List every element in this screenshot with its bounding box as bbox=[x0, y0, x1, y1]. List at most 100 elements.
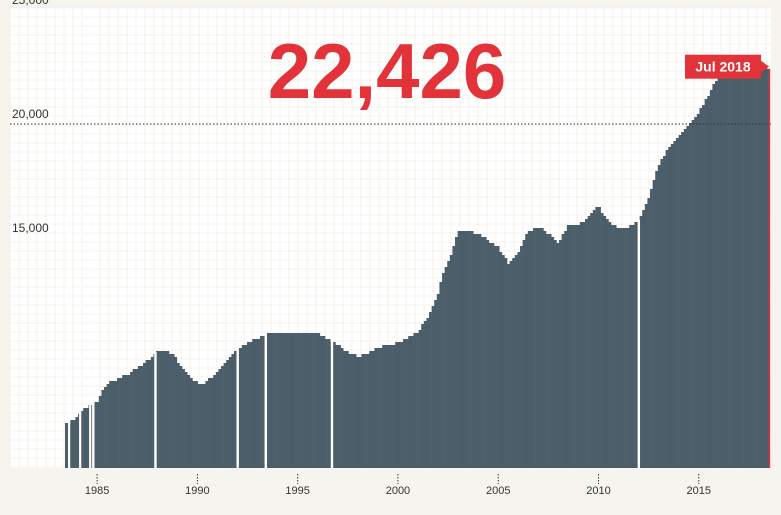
bar bbox=[405, 339, 409, 468]
bar bbox=[551, 237, 555, 468]
bar bbox=[218, 369, 222, 468]
bar bbox=[296, 333, 300, 468]
bar bbox=[189, 378, 193, 468]
bar bbox=[98, 396, 102, 468]
bar bbox=[426, 318, 430, 468]
bar bbox=[429, 312, 432, 468]
bar bbox=[629, 225, 633, 468]
bar bbox=[699, 108, 703, 468]
bar bbox=[530, 231, 534, 468]
bar bbox=[364, 354, 367, 468]
bar bbox=[436, 294, 440, 468]
bar bbox=[257, 339, 261, 468]
bar bbox=[72, 420, 76, 468]
bar-gap bbox=[637, 220, 641, 468]
bar bbox=[423, 321, 427, 468]
x-tick-label: 2010 bbox=[586, 485, 610, 497]
bar bbox=[447, 261, 451, 468]
bar bbox=[410, 336, 414, 468]
bar bbox=[491, 243, 495, 468]
bar bbox=[553, 240, 557, 468]
bar bbox=[111, 381, 115, 468]
bar bbox=[512, 258, 516, 468]
bar bbox=[283, 333, 287, 468]
bar bbox=[605, 219, 609, 468]
bar bbox=[483, 237, 487, 468]
bar bbox=[117, 378, 120, 468]
bar bbox=[473, 234, 477, 468]
bar bbox=[678, 135, 682, 468]
bar bbox=[195, 381, 198, 468]
bar bbox=[743, 63, 747, 468]
bar bbox=[80, 411, 84, 468]
bar bbox=[387, 345, 391, 468]
bar bbox=[520, 246, 523, 468]
bar bbox=[140, 366, 144, 468]
bar bbox=[689, 123, 692, 468]
bar bbox=[626, 228, 630, 468]
bar bbox=[569, 225, 573, 468]
bar bbox=[213, 375, 217, 468]
bar-gap bbox=[89, 8, 92, 468]
bar bbox=[603, 216, 607, 468]
bar bbox=[455, 237, 458, 468]
bar-gap bbox=[68, 8, 71, 468]
bar bbox=[457, 231, 461, 468]
bar bbox=[712, 84, 716, 468]
bar bbox=[650, 189, 653, 468]
bar bbox=[413, 333, 417, 468]
bar bbox=[644, 204, 648, 468]
bar bbox=[538, 228, 542, 468]
bar bbox=[522, 240, 526, 468]
annotation-box bbox=[684, 54, 761, 79]
bar bbox=[449, 255, 453, 468]
bar bbox=[488, 243, 492, 468]
bar bbox=[348, 354, 352, 468]
bar bbox=[546, 234, 549, 468]
bar bbox=[592, 210, 596, 468]
bar bbox=[439, 282, 443, 468]
bar bbox=[215, 372, 219, 468]
bar bbox=[254, 339, 258, 468]
bar bbox=[756, 66, 760, 468]
bar bbox=[507, 264, 510, 468]
bar bbox=[163, 351, 167, 468]
bar bbox=[75, 417, 79, 468]
bar bbox=[517, 252, 521, 468]
bar-gap bbox=[154, 351, 157, 468]
y-tick-label: 25,000 bbox=[12, 0, 49, 7]
bar bbox=[655, 171, 659, 468]
bar bbox=[361, 354, 365, 468]
bar bbox=[509, 261, 513, 468]
bar bbox=[738, 60, 742, 468]
bar bbox=[481, 237, 484, 468]
bar bbox=[299, 333, 302, 468]
bar bbox=[231, 354, 235, 468]
bar bbox=[156, 351, 159, 468]
bar bbox=[647, 198, 651, 468]
bar bbox=[621, 228, 625, 468]
bar bbox=[652, 180, 656, 468]
bar bbox=[730, 69, 734, 468]
bar bbox=[561, 234, 565, 468]
bar bbox=[416, 333, 419, 468]
bar bbox=[288, 333, 292, 468]
bar bbox=[382, 345, 386, 468]
bar bbox=[691, 120, 695, 468]
bar bbox=[322, 336, 326, 468]
bar bbox=[377, 348, 380, 468]
bar bbox=[475, 234, 479, 468]
bar bbox=[335, 345, 339, 468]
bar bbox=[676, 138, 679, 468]
bar bbox=[356, 357, 360, 468]
bar bbox=[540, 228, 544, 468]
bar bbox=[135, 369, 139, 468]
bar bbox=[600, 213, 604, 468]
bar bbox=[166, 351, 170, 468]
bar bbox=[421, 324, 425, 468]
bar bbox=[223, 363, 227, 468]
bar bbox=[148, 360, 152, 468]
bar bbox=[351, 354, 354, 468]
bar bbox=[132, 369, 136, 468]
